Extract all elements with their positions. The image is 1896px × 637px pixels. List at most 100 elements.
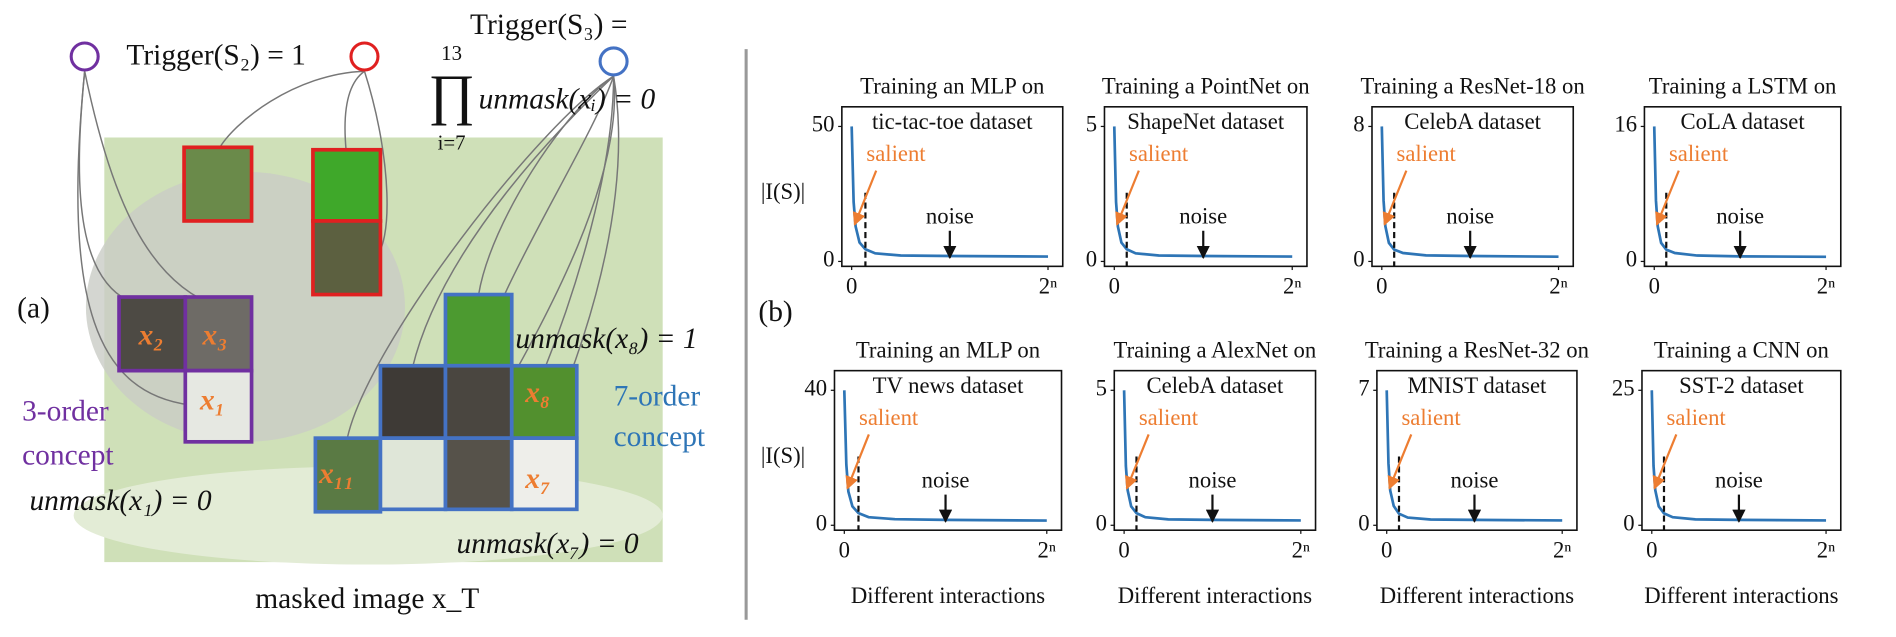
patch-label: x₃ [201,319,227,351]
salient-label: salient [1129,141,1189,166]
y-tick-label: 0 [1358,510,1369,535]
patch [509,436,579,512]
patch [443,436,514,512]
noise-label: noise [926,204,974,229]
patch-label: x₇ [524,463,550,495]
x-tick-label: 0 [846,274,857,299]
chart: Training a CNN on SST-2 dataset 0 25 0 2ⁿ sali… [1612,337,1842,608]
panel-label: (a) [17,292,50,324]
noise-label: noise [1179,204,1227,229]
patch [117,295,188,373]
chart-title: Training an MLP on [856,337,1040,362]
patch-label: x₁₁ [318,458,354,490]
x-axis-label: Different interactions [1118,583,1312,608]
x-tick-label: 0 [1646,537,1657,562]
x-tick-label: 2ⁿ [1553,537,1572,562]
x-axis-label: Different interactions [1644,583,1838,608]
y-tick-label: 7 [1358,375,1369,400]
patches [117,145,579,514]
y-tick-label: 25 [1612,375,1635,400]
curve [1122,390,1301,522]
noise-label: noise [922,468,970,493]
y-tick-label: 0 [823,247,834,272]
noise-label: noise [1716,204,1764,229]
x-tick-label: 2ⁿ [1292,537,1311,562]
patch [311,147,383,223]
salient-label: salient [1139,405,1199,430]
patch [443,292,514,368]
patch [313,436,383,514]
unmask-x8: unmask(x₈) = 1 [515,323,697,355]
x-tick-label: 0 [1376,274,1387,299]
chart: Training a ResNet-18 on CelebA dataset 0 8 0… [1353,74,1584,299]
salient-arrow [1125,434,1150,490]
chart-subtitle: ShapeNet dataset [1127,109,1285,134]
panel-a: Trigger(S₂) = 1 Trigger(S₃) = 13 ∏ i=7 u… [17,9,705,615]
chart-subtitle: SST-2 dataset [1679,373,1804,398]
y-tick-label: 0 [816,510,827,535]
plot-frame [1641,369,1842,531]
salient-arrow [852,170,878,226]
y-tick-label: 40 [804,375,827,400]
chart-subtitle: TV news dataset [873,373,1024,398]
y-tick-label: 0 [1096,510,1107,535]
chart: Training a LSTM on CoLA dataset 0 16 0 2ⁿ sali… [1614,74,1842,299]
chart-subtitle: tic-tac-toe dataset [872,109,1033,134]
salient-arrow [1652,434,1678,490]
chart: Training a AlexNet on CelebA dataset 0 5 0 2ⁿ… [1096,337,1317,608]
salient-label: salient [1397,141,1457,166]
curve [1385,390,1563,522]
curve [1650,390,1827,522]
chart: Training a ResNet-32 on MNIST dataset 0 7 0 2… [1358,337,1589,607]
y-tick-label: 0 [1626,247,1637,272]
caption: masked image x_T [255,583,479,615]
salient-arrow [1655,170,1680,226]
plot-frame [1371,106,1575,268]
patch-label: x₈ [524,377,550,409]
x-axis-label: Different interactions [1380,583,1574,608]
product-expr: unmask(xᵢ) = 0 [479,84,656,116]
unmask-x1: unmask(x₁) = 0 [29,485,211,517]
y-tick-label: 16 [1614,112,1637,137]
product-lower: i=7 [438,131,466,155]
noise-label: noise [1715,468,1763,493]
y-tick-label: 50 [812,112,835,137]
patch [509,363,579,440]
trigger-node [598,46,629,77]
concept-label: concept [22,440,114,472]
salient-label: salient [1669,141,1729,166]
salient-arrow [1387,434,1413,490]
concept-label: concept [614,421,706,453]
x-tick-label: 2ⁿ [1817,537,1836,562]
salient-arrow [845,434,870,490]
chart-title: Training a AlexNet on [1114,337,1317,362]
plot-frame [1376,369,1578,531]
plot-frame [1643,106,1842,268]
curve [1112,126,1293,258]
patch [443,363,514,440]
trigger-node [69,41,100,72]
chart-subtitle: CelebA dataset [1147,373,1284,398]
patch [311,219,383,297]
x-tick-label: 2ⁿ [1817,274,1836,299]
salient-arrow [1382,170,1408,226]
x-tick-label: 2ⁿ [1039,274,1057,299]
x-tick-label: 2ⁿ [1283,274,1302,299]
patch [378,436,448,512]
chart-title: Training a CNN on [1654,337,1829,362]
y-tick-label: 8 [1353,112,1364,137]
chart: Training a PointNet on ShapeNet dataset 0 5… [1086,74,1310,299]
curve [850,126,1049,258]
y-tick-label: 5 [1086,112,1097,137]
x-tick-label: 0 [1381,537,1392,562]
x-tick-label: 2ⁿ [1549,274,1568,299]
product-symbol: ∏ [428,65,474,127]
trigger-s2: Trigger(S₂) = 1 [126,39,306,71]
x-tick-label: 0 [1649,274,1660,299]
y-tick-label: 5 [1096,375,1107,400]
patch [183,368,254,444]
curve [1380,126,1559,259]
x-tick-label: 0 [1109,274,1120,299]
